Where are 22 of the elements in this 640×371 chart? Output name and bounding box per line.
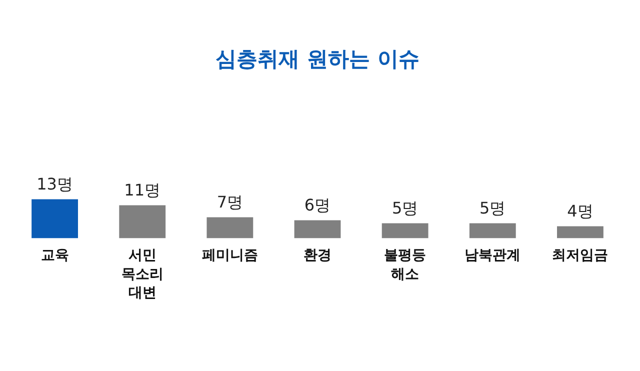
bar (557, 226, 604, 238)
data-label: 11명 (124, 180, 161, 200)
chart-title: 심층취재 원하는 이슈 (216, 47, 420, 72)
bar (382, 223, 428, 238)
data-label: 13명 (36, 174, 73, 194)
bar (294, 220, 341, 238)
bar (469, 223, 516, 238)
data-label: 4명 (567, 201, 594, 220)
x-tick-label: 서민 목소리 대변 (121, 247, 164, 302)
x-tick-label: 남북관계 (464, 247, 521, 264)
bar (32, 199, 78, 238)
x-tick-label: 교육 (40, 247, 69, 264)
x-tick-label: 최저임금 (552, 247, 608, 264)
x-tick-label: 환경 (304, 247, 332, 264)
bar (119, 205, 166, 238)
data-label: 6명 (304, 195, 331, 214)
x-tick-label: 페미니즘 (202, 247, 258, 264)
data-label: 7명 (216, 192, 244, 212)
x-tick-label: 불평등 해소 (384, 247, 426, 282)
bar (206, 217, 254, 238)
data-label: 5명 (392, 198, 418, 218)
data-label: 5명 (480, 198, 506, 218)
